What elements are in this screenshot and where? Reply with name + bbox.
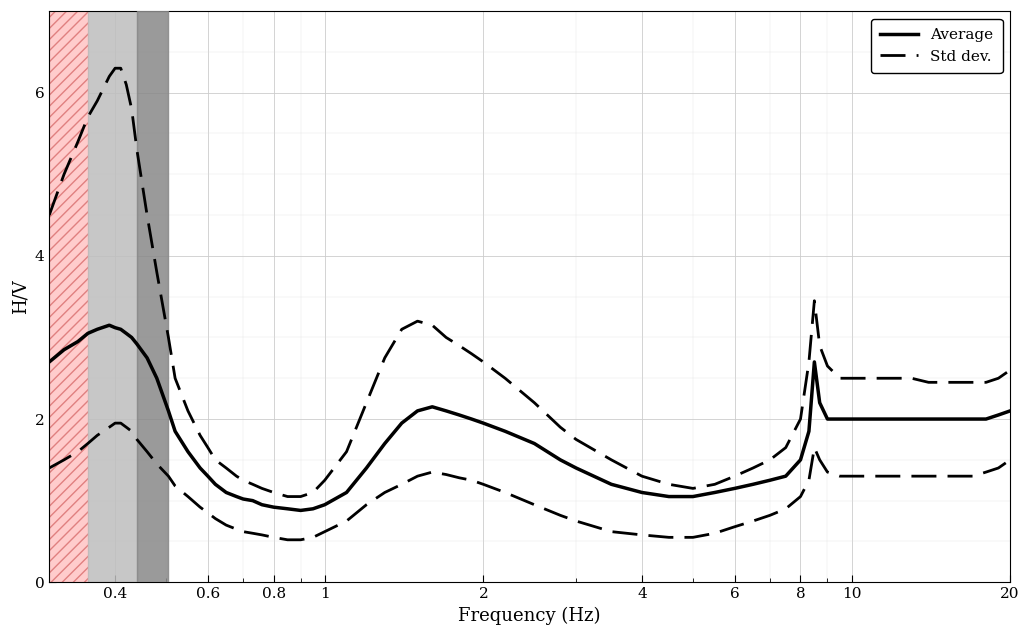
Average bbox=[43, 358, 56, 366]
Std dev. bbox=[992, 375, 1004, 382]
Std dev. bbox=[151, 268, 163, 276]
Std dev. bbox=[808, 297, 821, 305]
Bar bbox=[88, 11, 137, 582]
X-axis label: Frequency (Hz): Frequency (Hz) bbox=[459, 607, 601, 625]
Legend: Average, Std dev.: Average, Std dev. bbox=[870, 18, 1002, 73]
Line: Std dev.: Std dev. bbox=[49, 68, 1010, 497]
Average bbox=[808, 358, 821, 366]
Average bbox=[295, 507, 307, 515]
Line: Average: Average bbox=[49, 325, 1010, 511]
Std dev. bbox=[554, 424, 566, 431]
Average bbox=[151, 375, 163, 382]
Average bbox=[169, 427, 181, 435]
Bar bbox=[137, 11, 168, 582]
Bar bbox=[49, 11, 88, 582]
Std dev. bbox=[169, 375, 181, 382]
Average bbox=[109, 324, 122, 331]
Average bbox=[1004, 407, 1017, 415]
Average bbox=[103, 321, 115, 329]
Std dev. bbox=[43, 211, 56, 219]
Average bbox=[554, 456, 566, 464]
Std dev. bbox=[1004, 366, 1017, 374]
Y-axis label: H/V: H/V bbox=[11, 279, 29, 314]
Std dev. bbox=[103, 73, 115, 80]
Std dev. bbox=[109, 64, 122, 72]
Std dev. bbox=[281, 493, 294, 501]
Average bbox=[992, 411, 1004, 418]
